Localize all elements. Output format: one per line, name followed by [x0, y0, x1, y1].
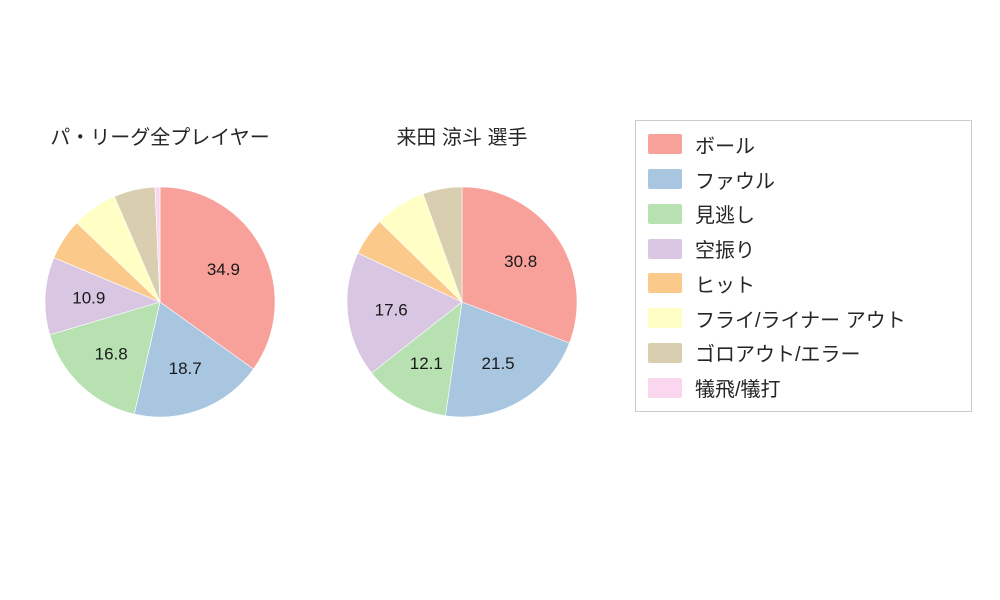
legend-swatch: [648, 169, 682, 190]
legend-label: ヒット: [695, 274, 755, 297]
pie-slice: [133, 301, 254, 418]
legend-swatch: [648, 342, 682, 363]
pie-slice-label: 17.6: [375, 301, 408, 320]
pie-slice-label: 34.9: [207, 260, 240, 279]
legend-item: フライ/ライナー アウト: [636, 302, 971, 335]
legend-label: ゴロアウト/エラー: [695, 344, 861, 367]
pie-slice-label: 30.8: [504, 252, 537, 271]
legend-item: ヒット: [636, 267, 971, 300]
pie-slice-label: 16.8: [95, 345, 128, 364]
pie-slice: [44, 257, 161, 336]
legend-item: ボール: [636, 128, 971, 161]
legend-swatch: [648, 238, 682, 259]
pie-slice: [461, 186, 578, 344]
legend-label: 見逃し: [695, 205, 755, 228]
pie-slice: [371, 301, 463, 417]
legend-label: ファウル: [695, 170, 775, 193]
pie-slice: [49, 301, 161, 415]
chart-title-player: 来田 涼斗 選手: [396, 127, 528, 149]
pie-slice-label: 10.9: [72, 289, 105, 308]
legend-swatch: [648, 308, 682, 329]
legend-label: フライ/ライナー アウト: [695, 309, 906, 332]
pie-slice: [154, 186, 161, 303]
pie-slice: [159, 186, 276, 370]
pie-chart-player: 来田 涼斗 選手 30.8 21.5 12.1 17.6: [342, 124, 582, 422]
pie-slice-label: 21.5: [482, 354, 515, 373]
pie-slice: [445, 301, 570, 418]
pie-slice: [346, 252, 463, 374]
chart-title-league: パ・リーグ全プレイヤー: [50, 127, 270, 149]
legend-swatch: [648, 134, 682, 155]
legend-swatch: [648, 273, 682, 294]
pie-slice: [422, 186, 463, 303]
legend-label: ボール: [695, 135, 755, 158]
legend-swatch: [648, 377, 682, 398]
pie-league-svg: 34.9 18.7 16.8 10.9: [44, 186, 276, 418]
legend-item: 犠飛/犠打: [636, 371, 971, 404]
legend: ボールファウル見逃し空振りヒットフライ/ライナー アウト ゴロアウト/エラー 犠飛/…: [635, 120, 972, 412]
pie-chart-league: パ・リーグ全プレイヤー 34.9 18.7 16.8 10.9: [40, 124, 280, 422]
pie-player-svg: 30.8 21.5 12.1 17.6: [346, 186, 578, 418]
legend-item: ファウル: [636, 163, 971, 196]
legend-item: 見逃し: [636, 197, 971, 230]
legend-item: ゴロアウト/エラー: [636, 336, 971, 369]
legend-label: 犠飛/犠打: [695, 379, 781, 402]
pie-slice-label: 12.1: [410, 354, 443, 373]
pie-slice-label: 18.7: [169, 359, 202, 378]
legend-item: 空振り: [636, 232, 971, 265]
legend-swatch: [648, 203, 682, 224]
legend-label: 空振り: [695, 240, 755, 263]
